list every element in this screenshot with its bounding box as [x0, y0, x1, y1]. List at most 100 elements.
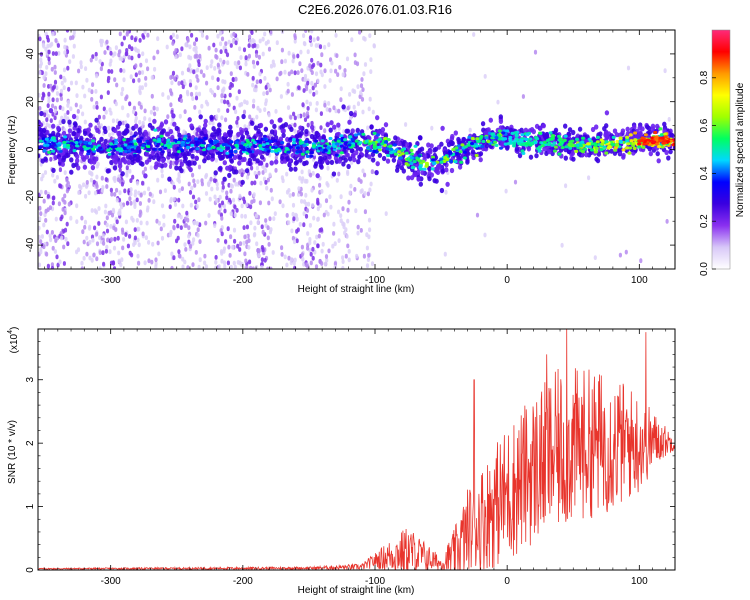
spectrogram-cell	[138, 119, 142, 125]
spectrogram-cell	[115, 82, 119, 88]
spectrogram-cell	[430, 167, 435, 171]
spectrogram-cell	[44, 71, 48, 77]
spectrogram-cell	[268, 87, 272, 93]
spectrogram-cell	[41, 91, 45, 97]
spectrogram-cell	[77, 190, 81, 196]
spectrogram-cell	[125, 165, 129, 171]
spectrogram-cell	[210, 153, 215, 159]
spectrogram-cell	[432, 161, 437, 165]
spectrogram-cell	[47, 56, 51, 62]
spectrogram-cell	[174, 155, 179, 161]
spectrogram-cell	[142, 190, 147, 196]
spectrogram-cell	[663, 135, 668, 139]
colorbar-tick-label: 0.2	[699, 214, 710, 228]
spectrogram-cell	[248, 150, 253, 154]
spectrogram-cell	[46, 263, 51, 269]
spectrogram-cell	[57, 147, 62, 151]
spectrogram-cell	[235, 64, 239, 70]
spectrogram-cell	[129, 187, 133, 192]
spectrogram-cell	[169, 102, 173, 108]
spectrogram-cell	[47, 60, 51, 66]
spectrogram-cell	[429, 143, 434, 149]
spectrogram-cell	[80, 215, 84, 221]
spectrogram-cell	[92, 145, 97, 149]
spectrogram-cell	[61, 207, 65, 212]
spectrogram-cell	[232, 31, 236, 37]
spectrogram-cell	[359, 83, 364, 89]
spectrogram-cell	[186, 265, 190, 269]
spectrogram-cell	[193, 183, 197, 188]
spectrogram-cell	[293, 166, 298, 172]
spectrogram-cell	[83, 93, 87, 99]
spectrogram-cell	[348, 190, 352, 196]
spectrogram-cell	[453, 130, 458, 136]
spectrogram-cell	[412, 172, 417, 178]
spectrogram-cell	[160, 173, 164, 179]
spectrogram-cell	[596, 151, 602, 157]
spectrogram-cell	[61, 130, 67, 136]
spectrogram-cell	[327, 101, 331, 106]
spectrogram-cell	[193, 54, 197, 59]
spectrogram-cell	[262, 91, 266, 96]
spectrogram-cell	[223, 99, 227, 105]
spectrogram-cell	[218, 203, 222, 208]
spectrogram-cell	[94, 117, 99, 123]
spectrogram-cell	[75, 158, 80, 164]
spectrogram-cell	[363, 172, 367, 178]
spectrogram-cell	[352, 104, 356, 110]
spectrogram-cell	[169, 88, 173, 93]
spectrogram-cell	[186, 67, 190, 73]
spectrogram-cell	[51, 149, 56, 153]
spectrogram-cell	[247, 43, 251, 48]
spectrogram-cell	[339, 144, 344, 148]
spectrogram-cell	[397, 140, 402, 147]
spectrogram-cell	[58, 157, 63, 163]
spectrogram-cell	[156, 177, 160, 183]
spectrogram-cell	[194, 45, 198, 51]
spectrogram-cell	[175, 152, 179, 156]
spectrogram-cell	[253, 180, 257, 186]
spectrogram-cell	[209, 63, 213, 69]
spectrogram-cell	[484, 143, 490, 149]
spectrogram-cell	[595, 158, 601, 164]
spectrogram-cell	[245, 239, 249, 245]
spectrogram-cell	[265, 90, 269, 96]
spectrogram-cell	[156, 49, 160, 55]
spectrogram-cell	[229, 188, 233, 194]
spectrogram-cell	[537, 149, 542, 153]
spectrogram-cell	[369, 69, 373, 74]
spectrogram-cell	[45, 65, 49, 70]
spectrogram-cell	[152, 138, 157, 142]
spectrogram-cell	[325, 257, 329, 263]
spectrogram-cell	[65, 221, 69, 227]
spectrogram-cell	[119, 201, 123, 207]
spectrogram-cell	[52, 139, 57, 143]
spectrogram-cell	[157, 139, 162, 143]
spectrogram-cell	[101, 250, 105, 256]
spectrogram-cell	[139, 220, 143, 226]
spectrogram-cell	[45, 122, 49, 128]
spectrogram-cell	[547, 149, 552, 155]
spectrogram-cell	[136, 253, 140, 259]
spectrogram-cell	[291, 211, 295, 217]
spectrogram-cell	[339, 194, 343, 200]
spectrogram-cell	[211, 75, 215, 81]
spectrogram-cell	[51, 103, 55, 109]
spectrogram-cell	[85, 251, 89, 257]
spectrogram-cell	[358, 30, 362, 35]
spectrogram-cell	[570, 139, 575, 143]
spectrogram-cell	[626, 142, 631, 146]
spectrogram-cell	[346, 207, 350, 213]
spectrogram-cell	[62, 244, 66, 250]
spectrogram-cell	[129, 200, 133, 206]
spectrogram-cell	[229, 149, 234, 154]
spectrogram-cell	[128, 154, 133, 161]
spectrogram-cell	[263, 31, 267, 37]
spectrogram-cell	[283, 122, 289, 128]
spectrogram-cell	[544, 133, 550, 139]
spectrogram-cell	[234, 143, 239, 147]
spectrogram-cell	[664, 149, 669, 156]
spectrogram-cell	[303, 178, 307, 184]
spectrogram-cell	[97, 221, 101, 226]
spectrogram-cell	[51, 172, 55, 178]
